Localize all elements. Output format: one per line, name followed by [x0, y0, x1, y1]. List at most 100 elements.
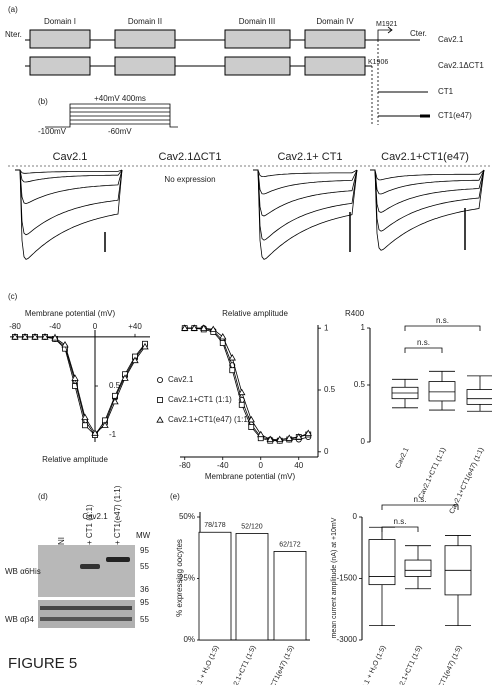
point	[81, 413, 89, 421]
y-tick-label: -3000	[337, 635, 358, 644]
x-tick-label: 0	[93, 322, 98, 331]
current-trace	[15, 169, 123, 260]
trace-title: Cav2.1+ CT1	[277, 151, 342, 163]
construct: CT1	[438, 87, 454, 96]
legend-marker	[157, 397, 163, 403]
current-trace	[370, 169, 485, 232]
point	[209, 325, 217, 333]
current-trace	[370, 169, 485, 181]
axis-title: Relative amplitude	[42, 455, 108, 464]
current-trace	[370, 169, 485, 213]
x-tick-label: Cav2.1	[395, 447, 411, 470]
box	[368, 539, 396, 586]
mw: 55	[140, 615, 149, 624]
bar	[198, 531, 232, 641]
point	[61, 340, 69, 348]
point	[285, 434, 293, 441]
point	[181, 324, 189, 331]
x-tick-label: -80	[9, 322, 21, 331]
no-expression: No expression	[164, 175, 215, 184]
c-term: Cter.	[410, 29, 427, 38]
significance: n.s.	[417, 338, 430, 347]
significance: n.s.	[394, 517, 407, 526]
bracket	[381, 504, 459, 510]
value-label: 62/172	[279, 541, 301, 548]
protocol-label: -60mV	[108, 127, 132, 136]
point	[238, 401, 245, 408]
trace-title: Cav2.1	[53, 151, 88, 163]
point	[228, 354, 236, 361]
legend-marker	[156, 376, 163, 383]
n-term: Nter.	[5, 30, 22, 39]
current-trace	[15, 169, 123, 236]
point	[238, 388, 246, 396]
value-label: 52/120	[241, 523, 263, 530]
residue: M1921	[376, 21, 398, 28]
point	[247, 415, 255, 423]
bracket	[404, 325, 481, 331]
x-tick-label: Cav2.1+CT1 (1:1)	[418, 447, 448, 501]
current-trace	[253, 169, 358, 217]
domain-label: Domain III	[239, 17, 275, 26]
point	[11, 333, 19, 340]
x-tick-label: -80	[179, 461, 191, 470]
y-tick-label: 0%	[183, 635, 195, 644]
mw: 55	[140, 562, 149, 571]
panel-label: (c)	[8, 292, 18, 301]
trace-title: Cav2.1+CT1(e47)	[381, 151, 469, 163]
mw: 95	[140, 598, 149, 607]
x-tick-label: +40	[128, 322, 142, 331]
y-tick-label: -1500	[337, 574, 358, 583]
point	[101, 421, 109, 428]
point	[111, 397, 119, 405]
point	[51, 334, 59, 341]
trace-title: Cav2.1ΔCT1	[159, 151, 222, 163]
y-tick-label: 50%	[179, 512, 195, 521]
current-trace	[253, 169, 358, 195]
point	[248, 424, 255, 430]
x-tick-label: Cav2.1 + H₂O (1:5)	[189, 645, 221, 685]
point	[72, 383, 78, 389]
current-trace	[253, 169, 358, 260]
y-tick-label: 1	[324, 323, 329, 332]
bar	[235, 533, 269, 641]
point	[295, 433, 303, 440]
y-tick-label: 0.5	[109, 381, 121, 390]
blot-title: Cav2.1	[82, 512, 108, 521]
x-tick-label: Cav2.1+CT1(e47) (1:5)	[259, 645, 296, 685]
current-trace	[370, 169, 485, 251]
mw: 95	[140, 546, 149, 555]
construct: CT1(e47)	[438, 111, 472, 120]
current-trace	[15, 169, 123, 183]
series-line	[15, 336, 146, 434]
point	[31, 333, 39, 340]
protocol-label: +40mV 400ms	[94, 94, 146, 103]
domain-label: Domain I	[44, 17, 76, 26]
mw: 36	[140, 585, 149, 594]
x-tick-label: Cav2.1+CT1 (1:5)	[228, 645, 258, 685]
point	[200, 324, 208, 331]
current-trace	[253, 169, 358, 241]
point	[190, 324, 198, 331]
legend-marker	[156, 416, 164, 423]
bracket	[404, 347, 443, 353]
series-line	[15, 336, 146, 436]
blot-label: WB αβ4	[5, 615, 34, 624]
axis-title: mean current amplitude (nA) at +10mV	[331, 517, 338, 638]
domain-label: Domain II	[128, 17, 162, 26]
y-tick-label: 25%	[179, 574, 195, 583]
point	[91, 429, 99, 436]
significance: n.s.	[436, 316, 449, 325]
y-tick-label: 0	[324, 447, 329, 456]
construct: Cav2.1ΔCT1	[438, 61, 484, 70]
current-trace	[15, 169, 123, 174]
x-tick-label: Cav2.1 + H₂O (1:5)	[356, 645, 388, 685]
axis-title: Relative amplitude	[222, 309, 288, 318]
protocol	[45, 103, 178, 128]
box	[466, 389, 492, 405]
bar	[273, 551, 307, 641]
y-tick-label: -1	[109, 430, 117, 439]
axis-title: Membrane potential (mV)	[25, 309, 116, 318]
axis-title: R400	[345, 309, 365, 318]
